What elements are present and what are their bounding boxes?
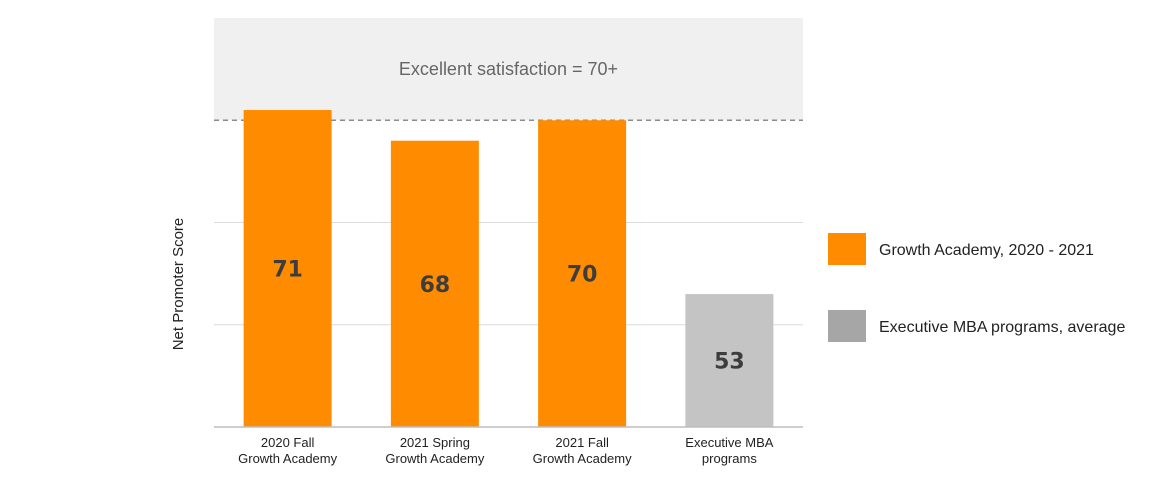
bar-value-label: 68 (420, 273, 451, 298)
legend: Growth Academy, 2020 - 2021 Executive MBA… (828, 233, 1125, 342)
x-tick-label: 2021 Spring Growth Academy (385, 435, 484, 466)
x-tick-label: 2021 Fall Growth Academy (533, 435, 632, 466)
bar-value-label: 53 (714, 350, 745, 375)
legend-swatch (828, 233, 866, 265)
threshold-label: Excellent satisfaction = 70+ (399, 59, 618, 79)
x-tick-label: 2020 Fall Growth Academy (238, 435, 337, 466)
legend-label: Growth Academy, 2020 - 2021 (879, 242, 1094, 259)
bars: 71 68 70 53 (243, 110, 774, 428)
bar (685, 294, 774, 427)
bar-value-label: 70 (567, 263, 598, 288)
bar (243, 110, 332, 428)
legend-label: Executive MBA programs, average (879, 319, 1125, 336)
x-tick-labels: 2020 Fall Growth Academy 2021 Spring Growth… (238, 435, 774, 466)
bar (390, 140, 479, 427)
y-axis-label: Net Promoter Score (170, 218, 187, 351)
x-tick-label: Executive MBA programs (685, 435, 773, 466)
bar-value-label: 71 (272, 258, 303, 283)
threshold-band (214, 18, 803, 121)
bar (538, 120, 627, 427)
legend-swatch (828, 310, 866, 342)
